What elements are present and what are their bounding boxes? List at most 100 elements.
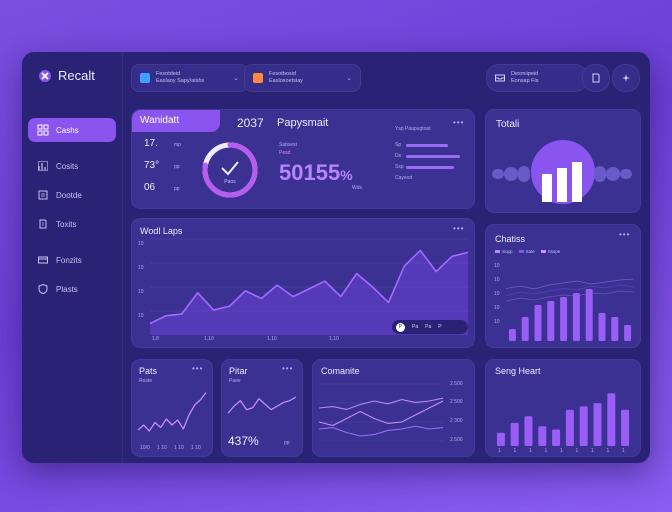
- bar: [565, 409, 574, 446]
- comanite-title: Comanite: [321, 366, 360, 376]
- x-tick-label: 1: [622, 448, 625, 454]
- legend-item: Ssspe: [540, 249, 561, 254]
- y-tick-label: 10: [494, 319, 500, 325]
- more-options-icon[interactable]: •••: [453, 224, 465, 233]
- bar: [534, 305, 542, 341]
- settings-button[interactable]: [612, 64, 640, 92]
- chart-legend-bar: P Pa Pa P: [392, 320, 468, 334]
- x-tick-label: 1: [513, 448, 517, 454]
- store-select-line1: Fesotdeid: [156, 71, 181, 77]
- x-tick-label: 1: [560, 448, 563, 454]
- notifications-button[interactable]: [582, 64, 610, 92]
- inbox-icon: [495, 74, 505, 82]
- wave-bar: [594, 166, 606, 182]
- sidebar-item-dootde[interactable]: Dootde: [28, 183, 116, 207]
- x-tick-label: 1: [498, 448, 501, 454]
- legend-item: Sate: [518, 249, 535, 254]
- category-select-line1: Fesotbosid: [269, 71, 296, 77]
- pats-card: Pats Roste ••• 10/0 1 10 1 10 1 10: [131, 359, 213, 457]
- bar: [585, 289, 593, 341]
- legend-item[interactable]: Pa: [412, 324, 419, 330]
- progress-label: Ds: [395, 153, 402, 159]
- sidebar-item-label: Cosits: [56, 161, 79, 171]
- sessheart-chart: [496, 393, 630, 446]
- series-line: [318, 397, 444, 410]
- x-tick-label: 1,10: [204, 336, 214, 342]
- payment-value-suffix: %: [340, 167, 353, 183]
- sidebar-item-label: Toxits: [56, 219, 77, 229]
- kpi-row-unit: pp: [174, 186, 180, 192]
- store-select[interactable]: Fesotdeid Easlaoy Sapy/atshs ⌄: [131, 64, 248, 92]
- progress-donut: Paos: [202, 142, 258, 198]
- sidebar-item-fonzits[interactable]: Fonzits: [28, 248, 116, 272]
- sidebar-item-label: Fonzits: [56, 255, 82, 265]
- x-tick-label: 1: [529, 448, 532, 454]
- x-tick-label: 10/0: [140, 445, 150, 451]
- comanite-chart: [318, 383, 444, 442]
- account-select[interactable]: Desmiipeid Eonsap Fis: [486, 64, 588, 92]
- sidebar-item-cosits[interactable]: Cosits: [28, 154, 116, 178]
- pats-title: Pats: [139, 366, 158, 376]
- shield-icon: [38, 283, 48, 295]
- y-tick-label: 10: [138, 265, 144, 271]
- category-select-text: Fesotbosid Easloxoetsiay: [269, 71, 303, 85]
- legend-item[interactable]: Pa: [425, 324, 432, 330]
- progress-label: Ssp: [395, 164, 404, 170]
- bar: [496, 432, 505, 446]
- category-select[interactable]: Fesotbosid Easloxoetsiay ⌄: [244, 64, 361, 92]
- y-tick-label: 2 300: [450, 418, 463, 424]
- payment-title: Papysmait: [277, 117, 329, 129]
- y-tick-label: 10: [494, 291, 500, 297]
- y-tick-label: 10: [138, 241, 144, 247]
- worldmaps-card: Wodl Laps ••• 10 10 10 10 1,8 1,10 1,10 …: [131, 218, 475, 348]
- bar: [607, 393, 616, 446]
- pitar-title: Pitar: [229, 366, 248, 376]
- bar: [521, 317, 529, 341]
- x-tick-label: 1 10: [174, 445, 184, 451]
- sidebar-item-plasts[interactable]: Plasts: [28, 277, 116, 301]
- app-logo[interactable]: Recalt: [38, 68, 95, 83]
- pitar-card: Pitar Paee ••• 437% pp: [221, 359, 303, 457]
- pats-chart: [137, 392, 207, 432]
- more-options-icon[interactable]: •••: [192, 364, 204, 373]
- y-tick-label: 10: [494, 277, 500, 283]
- legend-item[interactable]: P: [396, 322, 405, 332]
- kpi-row-unit: pp: [174, 164, 180, 170]
- sidebar-item-cashs[interactable]: Cashs: [28, 118, 116, 142]
- progress-label: Sp: [395, 142, 402, 148]
- payment-value-number: 50155: [279, 160, 341, 185]
- charts-title: Chatiss: [495, 234, 526, 244]
- bar: [572, 293, 580, 341]
- series-line: [227, 396, 297, 414]
- more-options-icon[interactable]: •••: [282, 364, 294, 373]
- total-illustration: [492, 140, 632, 204]
- kpi-year: 2037: [237, 116, 264, 130]
- x-tick-label: 1 10: [157, 445, 167, 451]
- kpi-card: Wanidatt 2037 Papysmait 17. mp 73° pp 06…: [131, 109, 475, 209]
- comanite-card: Comanite 2 500 2 500 2 300 2 500: [312, 359, 475, 457]
- sessheart-card: Seng Heart 1 1 1 1 1 1 1 1 1: [485, 359, 641, 457]
- more-options-icon[interactable]: •••: [453, 118, 465, 127]
- charts-chart: [505, 278, 635, 341]
- kpi-row-value: 06: [144, 182, 156, 193]
- x-tick-label: 1,8: [152, 336, 159, 342]
- store-select-text: Fesotdeid Easlaoy Sapy/atshs: [156, 71, 204, 85]
- wave-bar: [492, 169, 504, 179]
- kpi-row-value: 17.: [144, 138, 158, 149]
- sidebar-item-toxits[interactable]: Toxits: [28, 212, 116, 236]
- legend-label: Ssspe: [547, 249, 561, 254]
- sidebar-nav: Cashs Cosits Dootde Toxits Fonzits Plast…: [28, 118, 116, 306]
- legend-item[interactable]: P: [438, 324, 442, 330]
- grid-icon: [37, 124, 49, 136]
- bar: [624, 325, 632, 341]
- account-select-line2: Eonsap Fis: [511, 78, 539, 84]
- y-tick-label: 2 500: [450, 381, 463, 387]
- more-options-icon[interactable]: •••: [619, 230, 631, 239]
- charts-legend: Sopp Sate Ssspe: [495, 249, 560, 254]
- account-select-text: Desmiipeid Eonsap Fis: [511, 71, 539, 85]
- pitar-chart: [227, 396, 297, 414]
- donut-arc: [202, 142, 258, 198]
- bar: [510, 422, 519, 446]
- legend-item: Sopp: [495, 249, 513, 254]
- x-tick-label: 1: [606, 448, 610, 454]
